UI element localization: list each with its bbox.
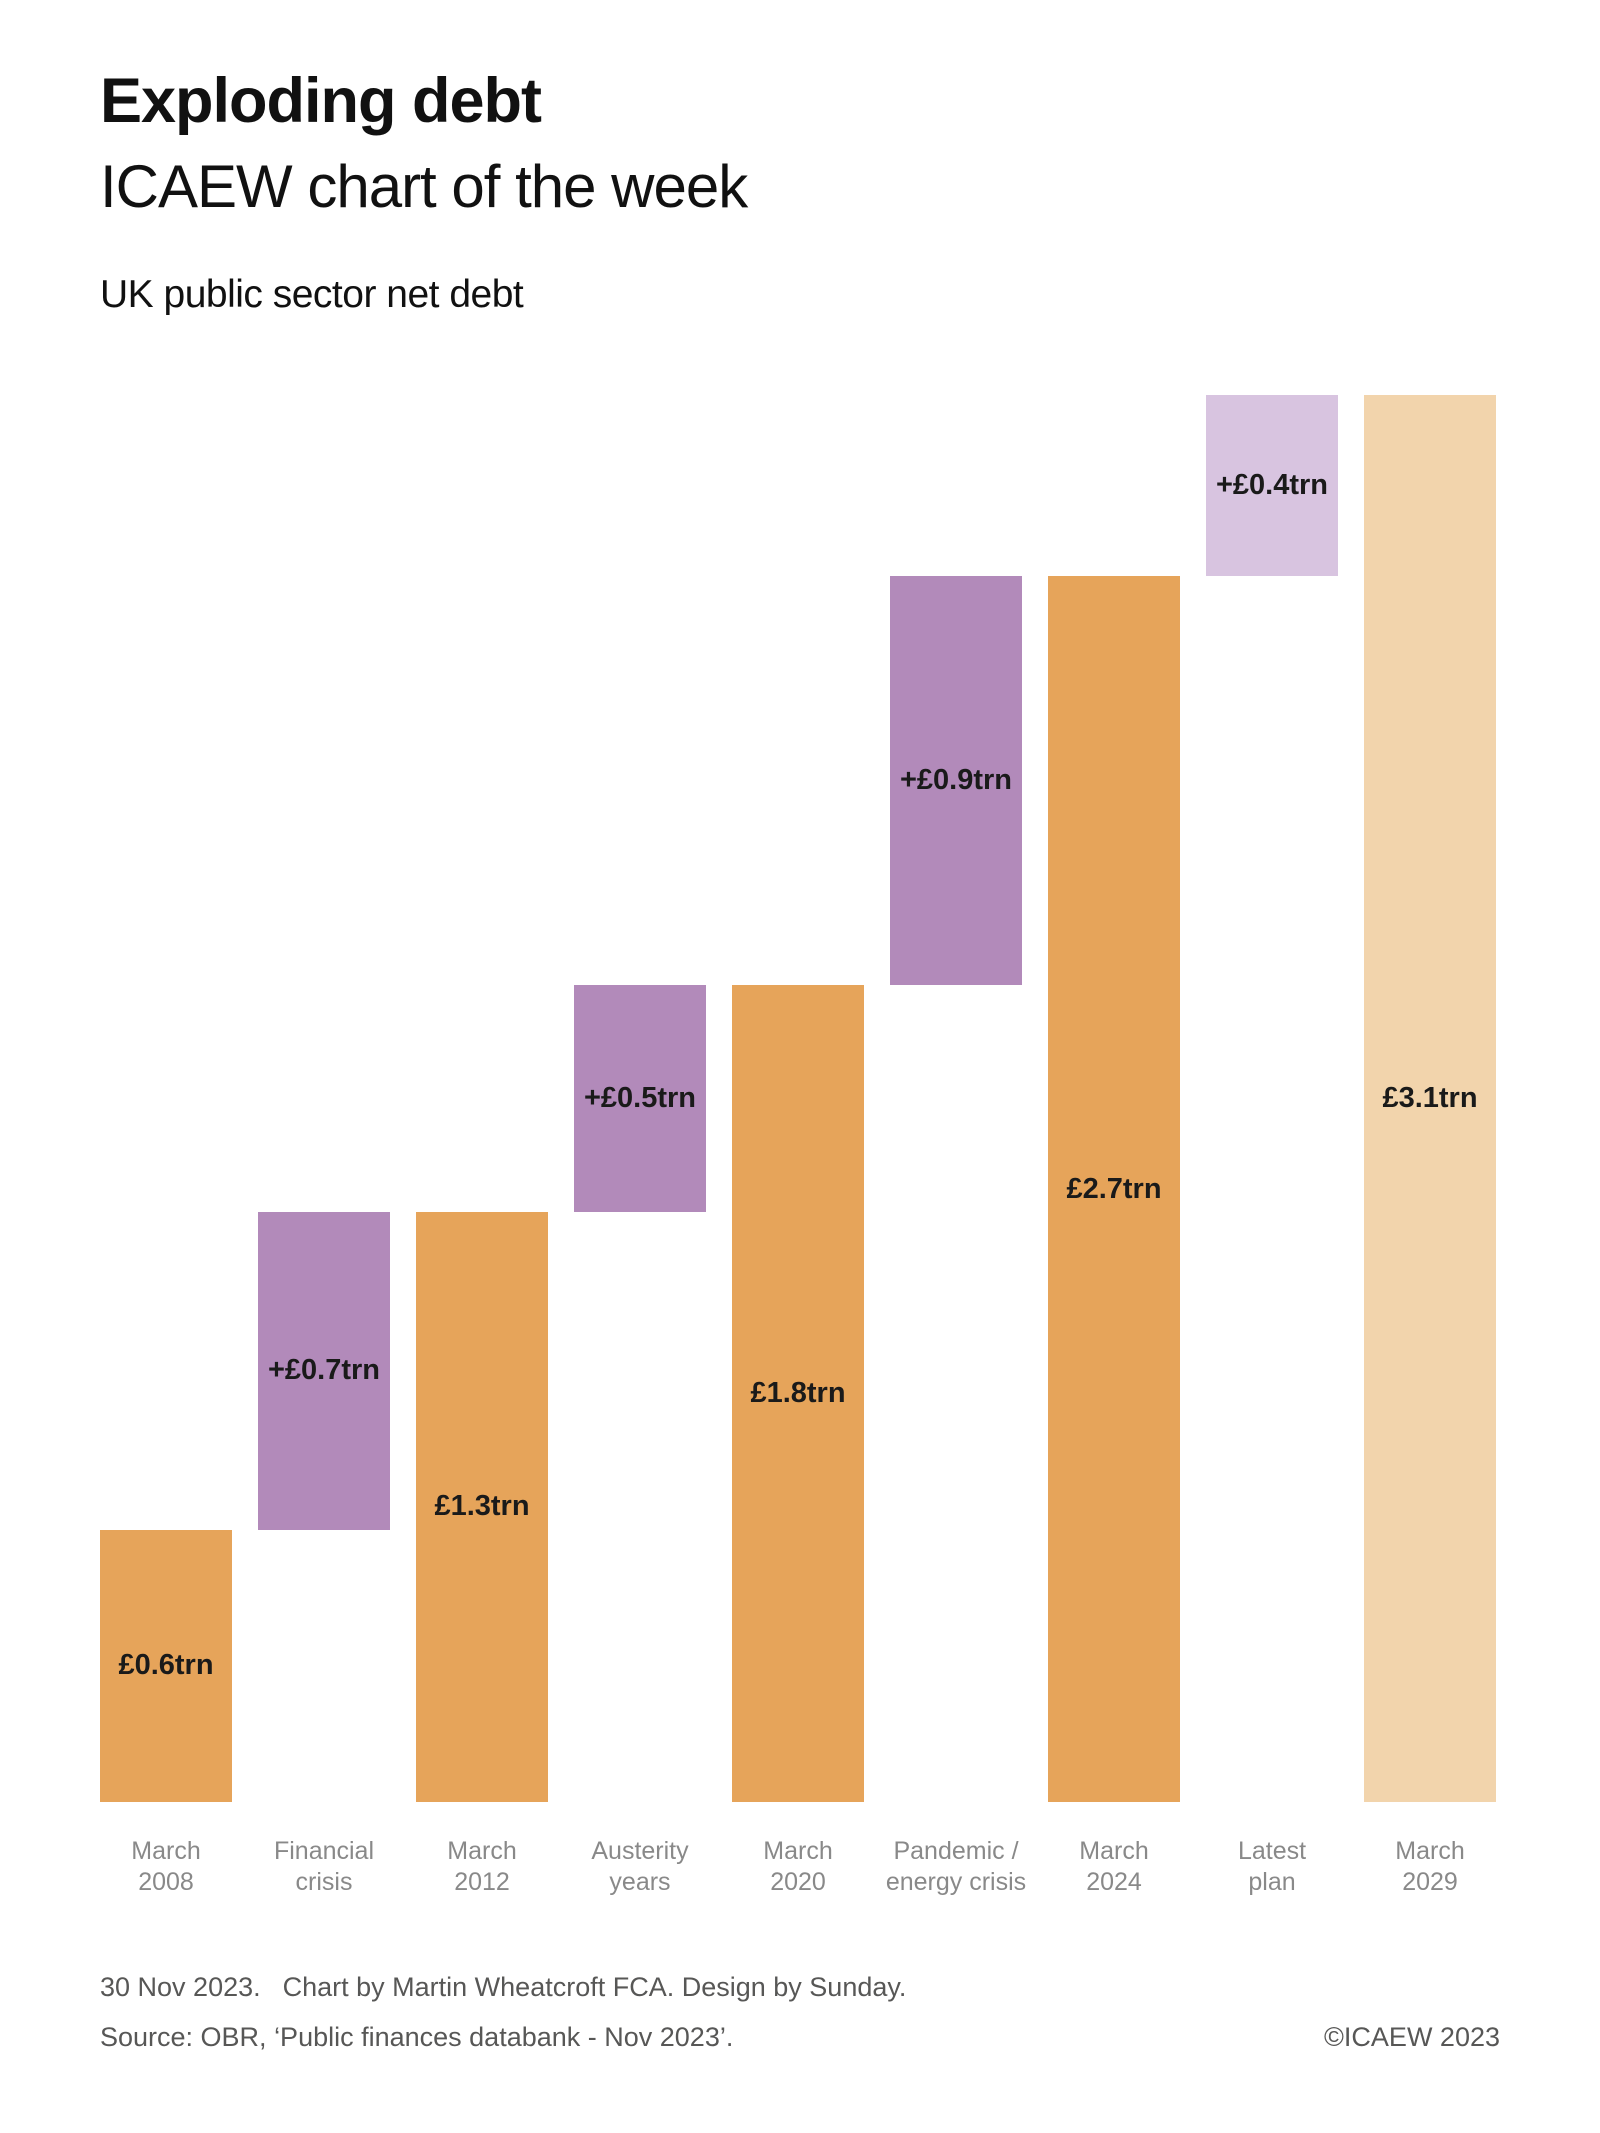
chart-bar-austerity-years: +£0.5trn [574,984,706,1212]
axis-label-march-2020: March 2020 [763,1837,833,1896]
axis-label-march-2008: March 2008 [131,1837,201,1896]
chart-title: UK public sector net debt [100,273,524,316]
footer-date: 30 Nov 2023. [100,1972,261,2002]
axis-label-latest-plan: Latest plan [1237,1837,1307,1896]
bar-value-label: +£0.5trn [583,1081,697,1114]
axis-label-march-2012: March 2012 [447,1837,517,1896]
footer-source: Source: OBR, ‘Public finances databank -… [100,2022,734,2052]
axis-label-financial-crisis: Financial crisis [273,1837,375,1896]
bar-value-label: £1.3trn [434,1490,530,1523]
page-title: Exploding debt [100,66,542,136]
chart-bar-latest-plan: +£0.4trn [1206,394,1338,577]
bar-value-label: +£0.7trn [267,1354,381,1387]
axis-label-austerity-years: Austerity years [591,1837,689,1896]
bar-value-label: +£0.9trn [899,763,1013,796]
x-axis: March 2008 Financial crisis March 2012 Aust… [0,1836,1600,1916]
bar-value-label: £3.1trn [1382,1081,1478,1114]
footer-credit: Chart by Martin Wheatcroft FCA. Design b… [282,1972,907,2002]
chart-bar-march-2008: £0.6trn [100,1529,232,1802]
chart-bar-pandemic-energy-crisis: +£0.9trn [890,576,1022,985]
waterfall-chart: £0.6trn +£0.7trn £1.3trn +£0.5trn £1.8trn +£0… [100,394,1496,1802]
chart-bar-march-2024: £2.7trn [1048,576,1180,1802]
bar-value-label: £2.7trn [1066,1172,1162,1205]
bar-value-label: £1.8trn [750,1376,846,1409]
chart-bar-financial-crisis: +£0.7trn [258,1211,390,1530]
header: Exploding debt ICAEW chart of the week U… [100,66,748,317]
axis-label-pandemic-energy-crisis: Pandemic / energy crisis [885,1837,1027,1896]
footer-credit-line: 30 Nov 2023. Chart by Martin Wheatcroft F… [100,1972,906,2003]
chart-bar-march-2029: £3.1trn [1364,394,1496,1802]
axis-label-march-2024: March 2024 [1079,1837,1149,1896]
chart-bar-march-2020: £1.8trn [732,984,864,1802]
bar-value-label: £0.6trn [118,1649,214,1682]
axis-label-march-2029: March 2029 [1395,1837,1465,1896]
bar-value-label: +£0.4trn [1215,468,1329,501]
chart-bar-march-2012: £1.3trn [416,1211,548,1802]
footer-copyright: ©ICAEW 2023 [1324,2022,1500,2052]
page-subtitle: ICAEW chart of the week [100,153,748,220]
